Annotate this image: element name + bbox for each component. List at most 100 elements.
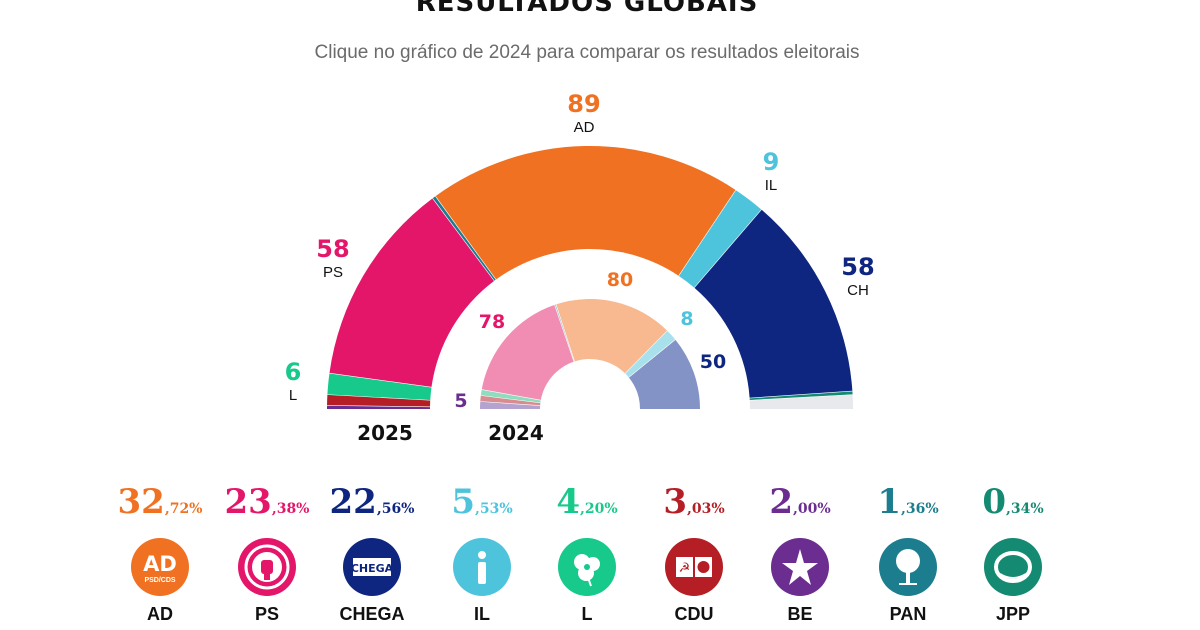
il-logo xyxy=(453,538,511,596)
party-label-2025-ps: PS xyxy=(323,264,343,281)
party-name: L xyxy=(581,604,593,624)
vote-percentage: 23,38% xyxy=(212,482,322,529)
segment-divider xyxy=(480,401,541,406)
party-name: IL xyxy=(474,604,490,624)
vote-percentage-integer: 4 xyxy=(556,482,580,522)
segment-divider xyxy=(432,198,495,282)
vote-percentage-integer: 22 xyxy=(329,482,377,522)
vote-percentage-integer: 5 xyxy=(451,482,475,522)
seat-count-2024-il: 8 xyxy=(680,308,693,330)
party-result-be: 2,00% BE xyxy=(745,482,855,625)
seat-segment-2025-l xyxy=(327,373,432,401)
vote-percentage-integer: 1 xyxy=(877,482,901,522)
seat-segment-2024-ps[interactable] xyxy=(481,304,574,401)
ps-fist-logo xyxy=(238,538,296,596)
seat-segment-2024-ad[interactable] xyxy=(556,299,668,374)
seat-count-2024-be: 5 xyxy=(454,390,467,412)
seat-segment-2024-cdu[interactable] xyxy=(480,395,541,406)
vote-percentage-decimal: ,20% xyxy=(580,501,618,517)
segment-divider xyxy=(329,372,432,388)
chart-2024[interactable] xyxy=(480,299,700,409)
party-name: BE xyxy=(787,604,813,624)
party-name: CHEGA xyxy=(339,604,405,624)
seat-count-2025-l: 6 xyxy=(285,358,302,386)
vote-percentage: 32,72% xyxy=(105,482,215,529)
vote-percentage-decimal: ,53% xyxy=(475,501,513,517)
party-name: PS xyxy=(254,604,279,624)
seat-count-2024-ps: 78 xyxy=(479,311,505,333)
vote-percentage: 3,03% xyxy=(639,482,749,529)
seat-count-2025-ad: 89 xyxy=(567,90,600,118)
vote-percentage-decimal: ,36% xyxy=(901,501,939,517)
seat-segment-2025-jpp xyxy=(749,391,853,401)
be-star-logo xyxy=(771,538,829,596)
segment-divider xyxy=(435,196,497,280)
seat-segment-2024-il[interactable] xyxy=(625,330,676,378)
segment-divider xyxy=(481,389,541,401)
seat-count-2024-ad: 80 xyxy=(607,269,633,291)
vote-percentage: 2,00% xyxy=(745,482,855,529)
party-result-chega: 22,56% CHEGA CHEGA xyxy=(317,482,427,625)
vote-percentage-integer: 32 xyxy=(117,482,165,522)
vote-percentage-decimal: ,72% xyxy=(164,501,203,517)
party-name: JPP xyxy=(995,604,1031,624)
party-result-pan: 1,36% PAN xyxy=(853,482,963,625)
segment-divider xyxy=(694,209,762,288)
vote-percentage: 22,56% xyxy=(317,482,427,529)
vote-percentage-decimal: ,03% xyxy=(687,501,725,517)
vote-percentage: 4,20% xyxy=(532,482,642,529)
segment-divider xyxy=(749,390,853,399)
chart-2025 xyxy=(327,146,853,409)
page-subtitle: Clique no gráfico de 2024 para comparar … xyxy=(314,42,860,63)
seat-segment-2025-cdu xyxy=(327,394,431,407)
svg-text:CHEGA: CHEGA xyxy=(351,562,394,575)
seat-segment-2024-l[interactable] xyxy=(480,389,541,403)
seat-segment-2025-pan xyxy=(432,196,496,281)
seat-segment-2024-be[interactable] xyxy=(480,401,541,409)
svg-text:☭: ☭ xyxy=(679,561,691,576)
party-result-ps: 23,38% PS xyxy=(212,482,322,625)
vote-percentage-decimal: ,34% xyxy=(1006,501,1044,517)
chega-logo: CHEGA xyxy=(343,538,401,596)
segment-divider xyxy=(554,304,575,362)
segment-divider xyxy=(555,304,575,362)
seat-segment-2024-ch[interactable] xyxy=(628,339,700,409)
vote-percentage: 0,34% xyxy=(958,482,1068,529)
svg-text:PSD/CDS: PSD/CDS xyxy=(144,577,175,584)
vote-percentage-integer: 0 xyxy=(982,482,1006,522)
segment-divider xyxy=(624,330,668,374)
seat-segment-2025-unassigned xyxy=(749,394,853,409)
seat-count-2024-ch: 50 xyxy=(700,351,726,373)
livre-poppy-logo xyxy=(558,538,616,596)
ad-logo: AD PSD/CDS xyxy=(131,538,189,596)
seat-count-2025-il: 9 xyxy=(763,148,780,176)
segment-divider xyxy=(678,189,736,276)
seat-segment-2025-ch xyxy=(694,209,853,399)
party-name: AD xyxy=(147,604,173,624)
party-label-2025-l: L xyxy=(289,387,297,404)
party-label-2025-ad: AD xyxy=(574,119,595,136)
segment-divider xyxy=(327,394,431,401)
pan-tree-logo xyxy=(879,538,937,596)
vote-percentage-integer: 2 xyxy=(769,482,793,522)
party-name: CDU xyxy=(674,604,714,624)
seat-segment-2025-ad xyxy=(435,146,736,280)
segment-divider xyxy=(480,395,541,404)
seat-segment-2025-be xyxy=(327,405,431,409)
party-result-ad: 32,72% AD PSD/CDS AD xyxy=(105,482,215,625)
vote-percentage-decimal: ,00% xyxy=(793,501,831,517)
party-label-2025-il: IL xyxy=(765,177,778,194)
svg-text:AD: AD xyxy=(143,552,177,576)
segment-divider xyxy=(628,339,676,378)
cdu-logo: ☭ xyxy=(665,538,723,596)
seat-segment-2025-ps xyxy=(329,198,495,388)
vote-percentage-integer: 23 xyxy=(224,482,272,522)
party-result-jpp: 0,34% JPP xyxy=(958,482,1068,625)
party-result-il: 5,53% IL xyxy=(427,482,537,625)
segment-divider xyxy=(327,405,431,408)
vote-percentage-integer: 3 xyxy=(663,482,687,522)
seat-count-2025-ps: 58 xyxy=(316,235,349,263)
party-result-cdu: 3,03% ☭ CDU xyxy=(639,482,749,625)
segment-divider xyxy=(749,394,853,401)
